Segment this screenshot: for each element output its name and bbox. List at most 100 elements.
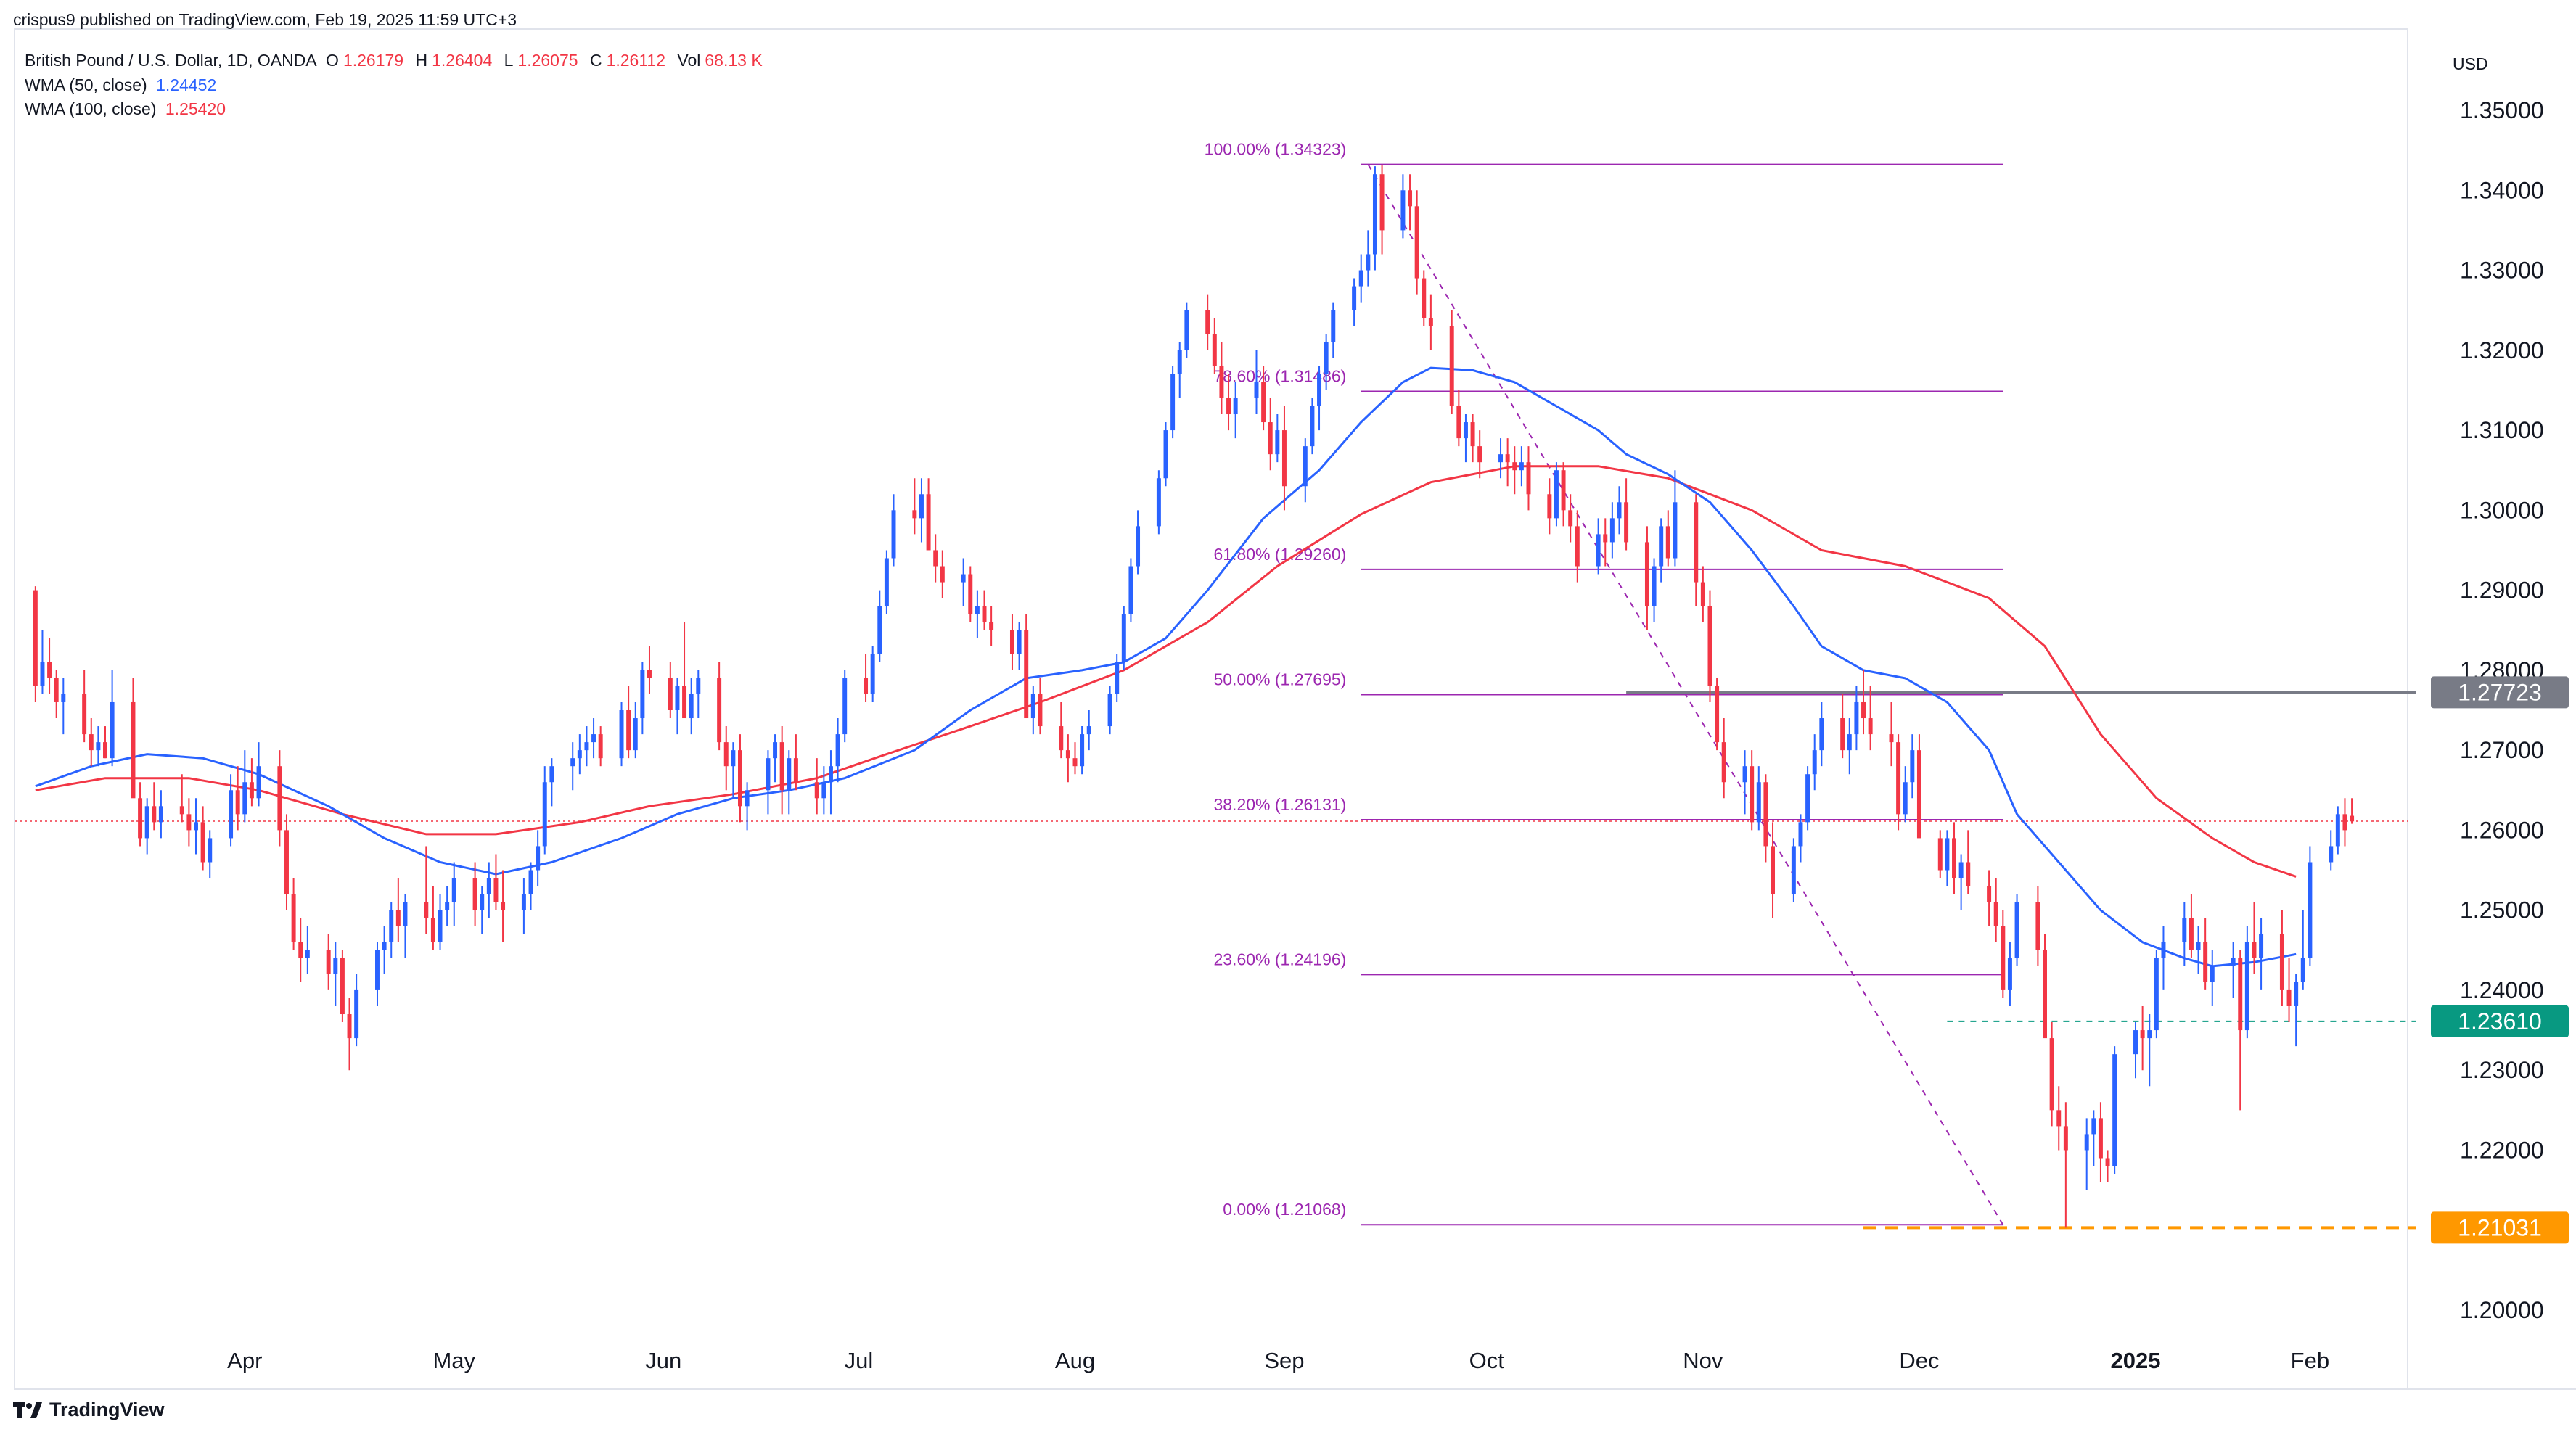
- candle[interactable]: [1896, 742, 1901, 815]
- candle[interactable]: [793, 758, 798, 783]
- candle[interactable]: [779, 742, 784, 791]
- candle[interactable]: [940, 566, 945, 583]
- candle[interactable]: [2035, 902, 2040, 950]
- candle[interactable]: [1303, 446, 1308, 487]
- candle[interactable]: [1017, 630, 1022, 654]
- candle[interactable]: [968, 574, 973, 614]
- candle[interactable]: [1673, 502, 1678, 559]
- candle[interactable]: [424, 902, 429, 918]
- candle[interactable]: [1177, 350, 1182, 374]
- price-marker-badge[interactable]: [2431, 676, 2569, 709]
- candle[interactable]: [200, 822, 205, 863]
- candle[interactable]: [668, 678, 673, 710]
- candle[interactable]: [891, 510, 896, 559]
- candle[interactable]: [1937, 838, 1943, 871]
- candle[interactable]: [89, 734, 94, 751]
- candle[interactable]: [1617, 502, 1622, 519]
- price-marker-badge[interactable]: [2431, 1211, 2569, 1244]
- candle[interactable]: [2329, 846, 2334, 863]
- candle[interactable]: [2294, 982, 2299, 1006]
- candle[interactable]: [2007, 958, 2012, 990]
- wma100-legend[interactable]: WMA (100, close) 1.25420: [25, 99, 230, 119]
- candle[interactable]: [1644, 542, 1649, 606]
- candle[interactable]: [1707, 606, 1712, 686]
- candle[interactable]: [773, 742, 778, 759]
- candle[interactable]: [1840, 718, 1845, 751]
- candle[interactable]: [326, 950, 331, 974]
- candle[interactable]: [1519, 462, 1524, 471]
- candle[interactable]: [737, 750, 742, 807]
- candle[interactable]: [298, 942, 303, 958]
- candle[interactable]: [2056, 1110, 2062, 1127]
- candle[interactable]: [144, 806, 149, 839]
- candle[interactable]: [340, 958, 345, 1015]
- candle[interactable]: [2335, 814, 2340, 847]
- candle[interactable]: [2161, 942, 2166, 958]
- tradingview-logo[interactable]: TradingView: [13, 1399, 165, 1421]
- candle[interactable]: [1665, 526, 1670, 559]
- candle[interactable]: [1868, 718, 1873, 735]
- candle[interactable]: [152, 806, 157, 823]
- candle[interactable]: [305, 950, 310, 958]
- candle[interactable]: [1854, 701, 1859, 735]
- candle[interactable]: [1512, 462, 1517, 471]
- candle[interactable]: [1721, 742, 1726, 783]
- candle[interactable]: [2147, 1030, 2152, 1039]
- candle[interactable]: [1212, 334, 1217, 366]
- candle[interactable]: [1030, 694, 1035, 719]
- candle[interactable]: [828, 766, 833, 783]
- candle[interactable]: [1819, 718, 1824, 751]
- candle[interactable]: [1281, 430, 1287, 487]
- candle[interactable]: [354, 989, 359, 1039]
- candle[interactable]: [933, 550, 938, 567]
- candle[interactable]: [2244, 942, 2249, 1031]
- candle[interactable]: [1750, 766, 1755, 823]
- candle[interactable]: [877, 606, 882, 654]
- candle[interactable]: [1547, 494, 1552, 519]
- candle[interactable]: [598, 734, 603, 759]
- candle[interactable]: [919, 494, 924, 519]
- candle[interactable]: [395, 910, 401, 926]
- candle[interactable]: [1219, 366, 1224, 398]
- candle[interactable]: [1205, 310, 1210, 334]
- candle[interactable]: [842, 678, 848, 735]
- candle[interactable]: [1477, 446, 1482, 463]
- symbol-title[interactable]: British Pound / U.S. Dollar, 1D, OANDA: [25, 51, 317, 70]
- wma50-legend[interactable]: WMA (50, close) 1.24452: [25, 75, 221, 95]
- candle[interactable]: [1498, 454, 1504, 463]
- candle[interactable]: [926, 494, 931, 551]
- candle[interactable]: [1115, 662, 1120, 694]
- candle[interactable]: [975, 606, 980, 614]
- candle[interactable]: [2286, 989, 2292, 1006]
- candle[interactable]: [2231, 958, 2236, 966]
- candle[interactable]: [1568, 510, 1573, 527]
- candle[interactable]: [1428, 318, 1433, 326]
- symbol-legend[interactable]: British Pound / U.S. Dollar, 1D, OANDA O…: [25, 51, 770, 70]
- candle[interactable]: [1966, 862, 1971, 886]
- candle[interactable]: [1128, 566, 1133, 614]
- candle[interactable]: [1771, 846, 1776, 894]
- candle[interactable]: [54, 678, 59, 702]
- candle[interactable]: [2112, 1054, 2117, 1166]
- candle[interactable]: [1526, 462, 1531, 495]
- candle[interactable]: [1170, 374, 1176, 431]
- candle[interactable]: [2238, 958, 2243, 1031]
- candle[interactable]: [333, 958, 338, 974]
- candle[interactable]: [870, 654, 875, 694]
- candle[interactable]: [1059, 726, 1064, 751]
- candle[interactable]: [1254, 382, 1259, 398]
- candle[interactable]: [2084, 1134, 2089, 1151]
- candle[interactable]: [158, 806, 163, 823]
- candle[interactable]: [626, 710, 631, 751]
- candle[interactable]: [1987, 886, 1992, 902]
- candle[interactable]: [1554, 470, 1559, 519]
- candle[interactable]: [1700, 582, 1705, 606]
- candle[interactable]: [1910, 750, 1915, 783]
- candle[interactable]: [633, 718, 638, 751]
- candle[interactable]: [1659, 526, 1664, 567]
- candle[interactable]: [1463, 422, 1468, 439]
- candle[interactable]: [1763, 782, 1768, 847]
- candle[interactable]: [347, 1014, 352, 1039]
- candle[interactable]: [138, 798, 143, 839]
